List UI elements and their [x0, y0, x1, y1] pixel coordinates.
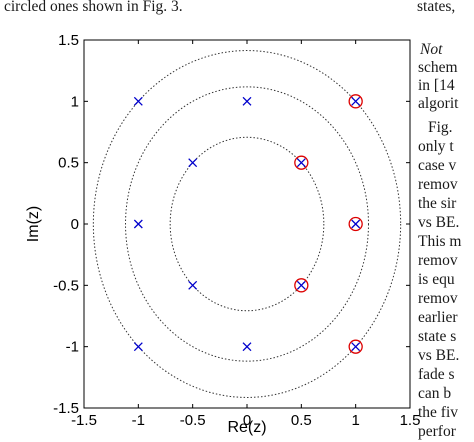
x-marker-stroke — [242, 96, 252, 106]
side-text-line: is equ — [418, 271, 455, 288]
plot-frame — [83, 39, 411, 409]
circle-marker — [348, 339, 363, 354]
dotted-circle — [125, 86, 369, 362]
x-marker — [133, 219, 143, 229]
side-text-line: schem — [418, 59, 458, 76]
x-tick-label: 0 — [243, 412, 251, 429]
x-marker — [242, 342, 252, 352]
side-text-line: perfor — [418, 423, 456, 440]
y-tick-label: 0 — [71, 216, 79, 233]
x-marker — [242, 96, 252, 106]
side-text-line: fade s — [418, 366, 455, 383]
side-text-line: Fig. — [428, 119, 453, 136]
y-tick-label: -1.5 — [53, 400, 79, 417]
circle-marker — [294, 278, 309, 293]
x-marker-stroke — [351, 96, 361, 106]
x-marker — [296, 280, 306, 290]
x-marker-stroke — [296, 158, 306, 168]
side-text-line: can b — [418, 385, 452, 402]
circle-marker — [348, 94, 363, 109]
x-tick-label: -0.5 — [180, 412, 206, 429]
data-markers — [133, 94, 363, 354]
x-marker-stroke — [296, 280, 306, 290]
x-marker — [188, 158, 198, 168]
side-text-line: vs BE. — [418, 214, 460, 231]
side-text-line: remov — [418, 252, 458, 269]
x-marker — [188, 280, 198, 290]
x-tick-label: 0.5 — [291, 412, 312, 429]
x-marker — [351, 96, 361, 106]
side-text-line: case v — [418, 157, 457, 174]
x-marker-stroke — [188, 158, 198, 168]
unit-circles — [92, 50, 402, 398]
side-text-line: states, — [417, 0, 456, 15]
side-text-line: the fiv — [418, 404, 459, 421]
y-tick-label: 1.5 — [58, 32, 79, 49]
x-tick-label: -1 — [132, 412, 145, 429]
side-text-line: vs BE. — [418, 347, 460, 364]
x-tick-label: -1.5 — [71, 412, 97, 429]
x-marker-stroke — [188, 280, 198, 290]
side-text-line: remov — [418, 176, 458, 193]
x-tick-label: 1.5 — [400, 412, 421, 429]
side-text-line: algorit — [418, 95, 459, 112]
side-text-line: only t — [418, 138, 454, 155]
x-marker — [351, 219, 361, 229]
circle-marker — [348, 216, 363, 232]
side-text-line: earlier — [418, 309, 458, 326]
x-marker-stroke — [133, 219, 143, 229]
x-marker-stroke — [133, 342, 143, 352]
axis-ticks: -1.5 -1 -0.5 0 0.5 1 1.5 1.5 1 0.5 0 -0.5 -1 -1.5 — [53, 32, 420, 429]
side-text-line: state s — [418, 328, 457, 345]
x-marker — [351, 342, 361, 352]
y-tick-label: -0.5 — [53, 277, 79, 294]
side-text-line: Not — [420, 41, 443, 58]
x-marker — [133, 96, 143, 106]
circle-marker — [294, 155, 309, 170]
side-text-line: in [14 — [418, 77, 455, 94]
x-tick-label: 1 — [351, 412, 359, 429]
caption-text: circled ones shown in Fig. 3. — [4, 0, 183, 15]
x-marker — [296, 158, 306, 168]
x-marker-stroke — [133, 96, 143, 106]
y-tick-label: 1 — [71, 93, 79, 110]
side-text-line: the sir — [418, 195, 457, 212]
x-axis-label: Re(z) — [227, 419, 266, 436]
x-marker — [133, 342, 143, 352]
dotted-circle — [169, 136, 325, 312]
y-tick-label: -1 — [66, 339, 79, 356]
y-tick-label: 0.5 — [58, 155, 79, 172]
side-text-line: This m — [418, 233, 462, 250]
side-text-line: remov — [418, 290, 458, 307]
x-marker-stroke — [242, 342, 252, 352]
dotted-circle — [92, 50, 402, 398]
x-marker-stroke — [351, 342, 361, 352]
x-marker-stroke — [351, 219, 361, 229]
y-axis-label: Im(z) — [25, 206, 42, 242]
